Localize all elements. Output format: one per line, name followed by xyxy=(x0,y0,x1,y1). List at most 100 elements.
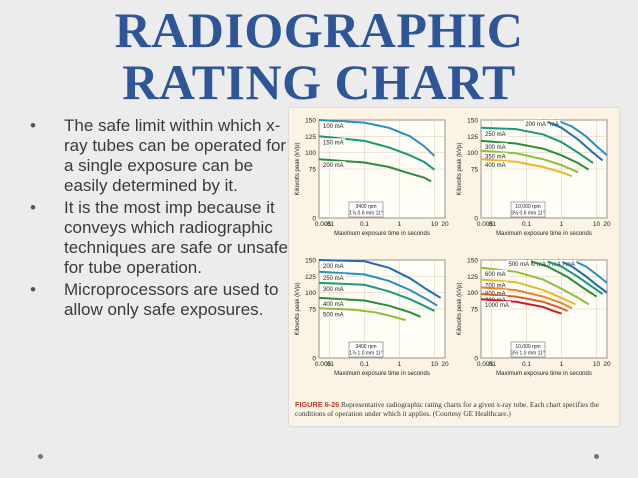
bullet-item: • Microprocessors are used to allow only … xyxy=(28,280,293,320)
series-label: 400 mA xyxy=(485,163,506,169)
x-tick-label: 1 xyxy=(398,361,402,368)
info-box xyxy=(510,341,546,358)
series-label: 400 mA xyxy=(323,302,344,308)
series-label-bg xyxy=(322,161,346,169)
slide-title-line1: RADIOGRAPHIC xyxy=(114,2,524,58)
info-box-line1: 10,000 rpm xyxy=(515,344,540,350)
y-tick-label: 100 xyxy=(467,290,478,297)
y-axis-label: Kilovolts peak (kVp) xyxy=(457,142,463,195)
series-label-bg xyxy=(484,129,508,138)
x-tick-label: 0.1 xyxy=(360,361,369,368)
right-dot-icon xyxy=(594,454,599,459)
series-line xyxy=(480,266,590,306)
rating-chart-figure: 0 75 100 125 150 0.005.01 0.1 1 10 20 Maximum expo… xyxy=(289,108,619,426)
y-tick-label: 100 xyxy=(305,290,316,297)
y-tick-label: 150 xyxy=(305,118,316,125)
series-line xyxy=(318,259,442,299)
y-tick-label: 75 xyxy=(309,167,317,174)
series-label-bg xyxy=(484,289,508,297)
series-label: 300 mA xyxy=(323,287,344,293)
info-box xyxy=(510,201,546,218)
x-tick-label: 1 xyxy=(398,221,402,228)
series-line xyxy=(318,307,406,322)
bullet-text: The safe limit within which x-ray tubes … xyxy=(64,116,287,195)
x-tick-label: 1 xyxy=(560,361,564,368)
x-tick-label: 0.005 xyxy=(315,361,332,368)
series-line xyxy=(480,149,579,174)
rating-chart-panel-4: 0 75 100 125 150 0.005.01 0.1 1 10 20 Maximum expo… xyxy=(457,258,611,378)
bullet-text: It is the most imp because it conveys wh… xyxy=(64,198,288,277)
series-label-bg xyxy=(484,269,508,278)
x-tick-label: 10 xyxy=(431,361,439,368)
caption-figure-number: FIGURE 6-26 xyxy=(295,400,340,409)
series-line xyxy=(318,281,435,312)
bullet-text: Microprocessors are used to allow only s… xyxy=(64,280,279,319)
series-label-bg xyxy=(507,260,531,268)
series-line xyxy=(555,119,608,157)
series-label-bg xyxy=(322,138,346,146)
series-label-bg xyxy=(537,120,561,128)
series-label-bg xyxy=(322,262,346,270)
series-line xyxy=(557,259,608,294)
y-tick-label: 125 xyxy=(467,134,478,141)
figure-caption: FIGURE 6-26 Representative radiographic … xyxy=(295,400,613,418)
series-label-bg xyxy=(524,120,548,128)
series-label-bg xyxy=(484,161,508,169)
x-tick-label: 0.1 xyxy=(522,221,531,228)
caption-text: Representative radiographic rating chart… xyxy=(295,400,599,418)
y-tick-label: 75 xyxy=(471,167,479,174)
bullet-item: • It is the most imp because it conveys w… xyxy=(28,198,293,278)
series-label: 250 mA xyxy=(485,132,506,138)
y-tick-label: 75 xyxy=(471,307,479,314)
bullet-dot-icon: • xyxy=(30,116,36,135)
x-tick-label: 20 xyxy=(603,361,611,368)
info-box-line2: 3⅛ 1.0 mm 11° xyxy=(511,351,545,357)
series-line xyxy=(480,126,594,164)
series-line xyxy=(526,259,598,298)
series-label: 150 mA xyxy=(323,140,344,146)
y-axis-label: Kilovolts peak (kVp) xyxy=(457,282,463,335)
x-tick-label: 10 xyxy=(593,361,601,368)
y-tick-label: 125 xyxy=(467,274,478,281)
x-tick-label: 10 xyxy=(593,221,601,228)
rating-chart-panel-2: 0 75 100 125 150 0.005.01 0.1 1 10 20 Maximum expo… xyxy=(457,118,611,238)
y-tick-label: 125 xyxy=(305,274,316,281)
series-label: 100 mA xyxy=(323,124,344,130)
bullet-dot-icon: • xyxy=(30,198,36,217)
x-tick-label: 1 xyxy=(560,221,564,228)
series-line xyxy=(318,135,436,171)
series-label: 500 mA xyxy=(509,262,530,268)
series-label: 250 mA xyxy=(323,276,344,282)
series-label-bg xyxy=(322,299,346,308)
x-tick-label: .01 xyxy=(325,221,334,228)
slide-title-line2: RATING CHART xyxy=(122,54,516,110)
series-label: 500 mA xyxy=(323,312,344,318)
series-label-bg xyxy=(484,152,508,161)
x-tick-label: 0.005 xyxy=(477,361,494,368)
x-tick-label: 20 xyxy=(603,221,611,228)
left-dot-icon xyxy=(38,454,43,459)
series-line xyxy=(318,158,432,183)
series-line xyxy=(318,270,438,307)
y-axis-label: Kilovolts peak (kVp) xyxy=(295,142,301,195)
info-box-line1: 10,000 rpm xyxy=(515,204,540,210)
series-line xyxy=(318,296,421,318)
bullet-item: • The safe limit within which x-ray tubes… xyxy=(28,116,293,196)
y-tick-label: 150 xyxy=(305,258,316,265)
x-tick-label: 10 xyxy=(431,221,439,228)
info-box xyxy=(348,201,384,218)
y-tick-label: 125 xyxy=(305,134,316,141)
series-label-bg xyxy=(484,301,511,309)
info-box-line1: 3400 rpm xyxy=(355,344,376,350)
x-tick-label: .01 xyxy=(487,361,496,368)
x-tick-label: 0.005 xyxy=(315,221,332,228)
x-axis-label: Maximum exposure time in seconds xyxy=(496,231,592,237)
y-tick-label: 0 xyxy=(312,216,316,223)
series-label: 200 mA xyxy=(323,163,344,169)
series-line xyxy=(571,259,608,284)
series-label-bg xyxy=(322,122,346,130)
series-label-bg xyxy=(322,284,346,293)
y-tick-label: 75 xyxy=(309,307,317,314)
rating-chart-panel-3: 0 75 100 125 150 0.005.01 0.1 1 10 20 Maximum expo… xyxy=(295,258,449,378)
x-tick-label: 0.1 xyxy=(360,221,369,228)
